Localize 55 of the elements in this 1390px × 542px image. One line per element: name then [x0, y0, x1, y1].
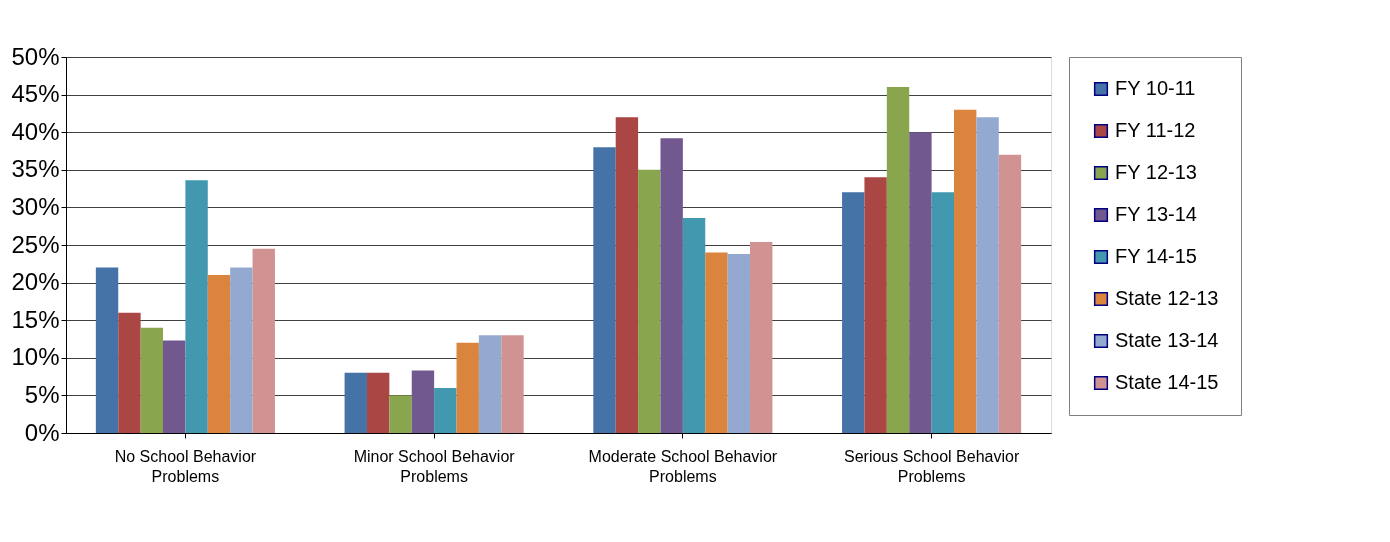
legend-label: FY 14-15: [1115, 245, 1197, 267]
y-tick-label: 30%: [11, 192, 60, 220]
bar: [366, 372, 390, 433]
bar: [976, 117, 999, 433]
bar: [593, 147, 616, 433]
bar: [230, 267, 253, 433]
bar: [682, 217, 706, 433]
bar: [456, 342, 479, 433]
legend-label: State 14-15: [1115, 371, 1219, 393]
bar: [727, 254, 751, 433]
bar: [140, 327, 164, 433]
y-tick-label: 15%: [11, 305, 60, 333]
y-tick-label: 50%: [11, 42, 60, 70]
bar: [660, 138, 683, 433]
bar: [886, 87, 910, 433]
bar: [953, 109, 977, 433]
bar: [389, 395, 412, 433]
bar: [411, 370, 435, 433]
y-tick-label: 45%: [11, 80, 60, 108]
legend-label: State 12-13: [1115, 287, 1219, 309]
bar: [705, 252, 728, 433]
bar: [163, 340, 186, 433]
bar: [998, 154, 1022, 433]
legend-label: FY 10-11: [1115, 77, 1196, 99]
legend-label: State 13-14: [1115, 329, 1219, 351]
x-tick-label: Serious School Behavior Problems: [844, 447, 1020, 485]
bar: [931, 192, 954, 433]
legend-label: FY 11-12: [1115, 119, 1196, 141]
bar: [638, 169, 661, 433]
bar: [252, 248, 275, 433]
y-tick-label: 0%: [24, 418, 60, 446]
y-tick-label: 20%: [11, 268, 60, 296]
bar: [434, 387, 457, 433]
legend-label: FY 12-13: [1115, 161, 1197, 183]
y-tick-label: 10%: [11, 343, 60, 371]
bar: [185, 180, 208, 433]
bar: [344, 372, 367, 433]
bar: [842, 192, 865, 433]
bar: [118, 312, 141, 433]
bar: [750, 241, 773, 433]
y-tick-label: 35%: [11, 155, 60, 183]
y-tick-label: 5%: [24, 380, 60, 408]
x-tick-label: No School Behavior Problems: [114, 447, 257, 485]
x-tick-label: Moderate School Behavior Problems: [588, 447, 778, 485]
y-tick-label: 25%: [11, 230, 60, 258]
x-tick-label: Minor School Behavior Problems: [353, 447, 516, 485]
bar: [501, 335, 524, 433]
bar: [864, 177, 887, 433]
bar: [615, 117, 639, 433]
bar: [207, 275, 231, 433]
legend-label: FY 13-14: [1115, 203, 1197, 225]
y-tick-label: 40%: [11, 117, 60, 145]
bar: [909, 132, 932, 433]
bar: [95, 267, 119, 433]
bar: [478, 335, 502, 433]
